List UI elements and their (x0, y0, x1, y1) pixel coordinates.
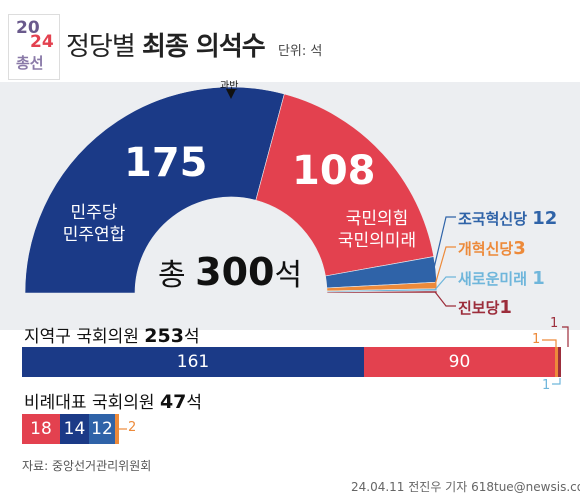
total-value: 300 (195, 250, 275, 294)
new-future-party-label: 새로운미래 1 (458, 268, 545, 289)
majority-label: 과반 (220, 81, 239, 92)
dem-label-line1: 민주당 (70, 203, 118, 223)
ppp-label-line2: 국민의미래 (337, 231, 417, 251)
district-total: 253 (144, 325, 184, 347)
dem-label-line2: 민주연합 (62, 225, 126, 245)
credit-note: 24.04.11 전진우 기자 618tue@newsis.com (351, 480, 580, 494)
district-ppp-bar: 90 (364, 347, 555, 377)
district-title: 지역구 국회의원 253석 (24, 322, 200, 347)
ppp-seat-value: 108 (292, 148, 376, 194)
page-title: 정당별 최종 의석수 단위: 석 (66, 26, 322, 63)
seat-slice-ppp (255, 93, 435, 277)
leader-line-rebuilding (433, 216, 456, 270)
rebuilding-value: 12 (532, 208, 558, 229)
prop-reform-bar (115, 414, 119, 444)
proportional-title-text: 비례대표 국회의원 (24, 393, 155, 413)
logo-word: 총선 (16, 54, 44, 72)
district-reform-bar (555, 347, 558, 377)
district-progressive-value: 1 (550, 316, 559, 331)
election-logo: 20 24 총선 (8, 14, 60, 80)
prop-dem-bar: 14 (60, 414, 89, 444)
leader-line-progressive (434, 291, 456, 307)
reform-party-label: 개혁신당3 (458, 238, 526, 259)
new-future-name: 새로운미래 (458, 270, 528, 288)
prop-reform-leader (119, 428, 127, 430)
rebuilding-name: 조국혁신당 (458, 210, 528, 228)
ppp-party-label: 국민의힘 국민의미래 (331, 208, 423, 252)
prop-reform-value: 2 (128, 420, 137, 435)
unit-label: 단위: 석 (277, 44, 323, 59)
proportional-suffix: 석 (186, 393, 203, 413)
dem-party-label: 민주당 민주연합 (58, 202, 130, 246)
new-future-value: 1 (532, 268, 545, 289)
leader-line-new-future (434, 276, 456, 291)
district-dem-bar: 161 (22, 347, 364, 377)
ppp-label-line1: 국민의힘 (345, 209, 409, 229)
prop-ppp-bar: 18 (22, 414, 60, 444)
progressive-value: 1 (499, 297, 512, 318)
district-suffix: 석 (183, 327, 200, 347)
title-plain: 정당별 (66, 32, 136, 62)
dem-seat-value: 175 (124, 140, 208, 186)
district-new-future-value: 1 (542, 378, 551, 393)
district-progressive-bar (558, 347, 561, 377)
district-small-leaders (542, 326, 569, 385)
progressive-party-label: 진보당1 (458, 297, 512, 318)
district-reform-value: 1 (532, 332, 541, 347)
title-bold: 최종 의석수 (142, 32, 266, 62)
prop-rebuilding-value: 12 (91, 419, 113, 439)
prop-rebuilding-bar: 12 (89, 414, 115, 444)
seat-slice-progressive (326, 290, 438, 294)
seat-slice-dem (24, 86, 285, 294)
prop-ppp-value: 18 (30, 419, 52, 439)
total-prefix: 총 (158, 258, 186, 293)
district-dem-value: 161 (176, 352, 210, 372)
rebuilding-party-label: 조국혁신당 12 (458, 208, 557, 229)
prop-dem-value: 14 (63, 419, 86, 439)
district-title-text: 지역구 국회의원 (24, 327, 139, 347)
total-suffix: 석 (274, 258, 303, 293)
proportional-total: 47 (159, 391, 187, 413)
leader-line-reform (434, 246, 456, 286)
source-note: 자료: 중앙선거관리위원회 (22, 459, 152, 473)
logo-year-top: 20 (16, 18, 40, 38)
majority-marker (226, 89, 236, 99)
total-seats: 총 300석 (158, 250, 302, 294)
logo-year-bottom: 24 (30, 32, 54, 52)
reform-name: 개혁신당 (458, 240, 514, 258)
progressive-name: 진보당 (458, 299, 500, 317)
district-ppp-value: 90 (448, 352, 471, 372)
proportional-title: 비례대표 국회의원 47석 (24, 388, 202, 413)
reform-value: 3 (513, 238, 526, 259)
